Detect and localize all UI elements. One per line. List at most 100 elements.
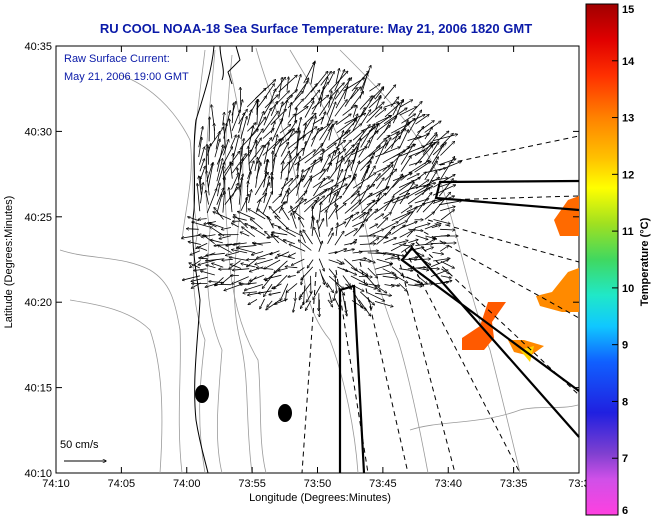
current-vector xyxy=(390,197,399,213)
current-vector xyxy=(390,97,399,107)
current-vector xyxy=(206,252,225,255)
current-vector xyxy=(423,178,439,188)
current-vector xyxy=(288,252,296,257)
annotation-line-2: May 21, 2006 19:00 GMT xyxy=(64,71,189,83)
current-vector xyxy=(231,103,234,124)
current-vector xyxy=(240,148,241,173)
colorbar-tick-label: 15 xyxy=(622,4,634,16)
current-vector xyxy=(350,275,368,285)
current-vector xyxy=(408,110,421,134)
current-vector xyxy=(231,196,233,213)
current-vector xyxy=(264,274,282,279)
current-vector xyxy=(440,243,456,244)
current-vector xyxy=(328,259,342,265)
current-vector xyxy=(188,217,200,222)
current-vector xyxy=(334,275,337,293)
current-vector xyxy=(274,260,288,273)
current-vector xyxy=(248,299,258,304)
current-vector xyxy=(398,120,408,140)
current-vector xyxy=(342,268,357,275)
current-vector xyxy=(384,196,394,212)
current-vector xyxy=(374,88,384,100)
current-vector xyxy=(295,291,296,301)
current-vector xyxy=(240,282,257,285)
current-vector xyxy=(319,86,324,107)
current-vector xyxy=(399,185,417,196)
current-vector xyxy=(352,252,362,253)
current-vector xyxy=(441,268,449,274)
current-vector xyxy=(432,192,450,214)
current-vector xyxy=(319,189,329,197)
current-vector xyxy=(272,138,284,163)
current-vector xyxy=(368,102,385,117)
current-vector xyxy=(275,216,289,230)
current-vector xyxy=(296,163,299,179)
current-vector xyxy=(367,166,375,180)
current-vector xyxy=(269,207,281,219)
current-vector xyxy=(375,140,387,165)
current-vector xyxy=(248,141,256,157)
current-vector xyxy=(299,218,305,228)
current-vector xyxy=(255,80,275,99)
current-vector xyxy=(318,202,321,222)
current-vector xyxy=(352,105,357,118)
current-vector xyxy=(353,225,364,237)
current-vector xyxy=(415,180,429,190)
current-vector xyxy=(230,135,236,148)
current-vector xyxy=(296,170,303,196)
current-vector xyxy=(310,61,315,85)
current-vector xyxy=(351,258,366,262)
current-vector xyxy=(440,207,455,212)
current-vector xyxy=(382,275,398,278)
current-vector xyxy=(399,130,409,149)
current-vector xyxy=(383,238,396,244)
sst-patch-4 xyxy=(536,268,579,312)
current-vector xyxy=(313,285,322,300)
current-vector xyxy=(430,131,449,148)
current-vector xyxy=(376,116,391,124)
current-vector xyxy=(383,132,397,140)
current-vector xyxy=(342,105,356,116)
current-vector xyxy=(345,283,351,289)
current-vector xyxy=(295,75,300,93)
current-vector xyxy=(439,181,456,188)
current-vector xyxy=(368,97,381,109)
current-vector xyxy=(264,259,281,269)
current-vector xyxy=(408,257,418,260)
current-vector xyxy=(327,233,334,244)
current-vector xyxy=(368,116,391,132)
current-vector xyxy=(328,124,333,141)
current-vector xyxy=(351,300,367,310)
current-vector xyxy=(335,282,345,295)
current-vector xyxy=(328,91,332,108)
current-vector xyxy=(334,191,338,204)
current-vector xyxy=(342,140,351,150)
y-tick-label: 40:25 xyxy=(24,212,52,224)
current-vector xyxy=(336,130,350,142)
current-vector xyxy=(326,90,338,115)
current-vector xyxy=(367,292,385,301)
colorbar-tick-label: 10 xyxy=(622,283,634,295)
current-vector xyxy=(229,260,241,270)
current-vector xyxy=(303,98,314,109)
current-vector xyxy=(247,258,266,260)
station-marker-2 xyxy=(278,404,292,422)
current-vector xyxy=(304,101,314,118)
x-tick-label: 74:00 xyxy=(173,478,201,490)
current-vector xyxy=(278,102,283,117)
current-vector xyxy=(267,300,273,307)
current-vector xyxy=(270,89,276,102)
current-vector xyxy=(406,207,417,221)
current-vector xyxy=(424,268,439,269)
current-vector xyxy=(422,284,433,285)
current-vector xyxy=(293,301,296,312)
current-vector xyxy=(414,145,433,166)
current-vector xyxy=(424,142,439,165)
current-vector xyxy=(334,70,345,91)
current-vector xyxy=(342,275,350,286)
current-vector xyxy=(301,266,314,280)
current-vector xyxy=(390,258,400,259)
current-vector xyxy=(440,141,454,156)
current-vector xyxy=(392,197,409,204)
current-vector xyxy=(182,275,200,280)
